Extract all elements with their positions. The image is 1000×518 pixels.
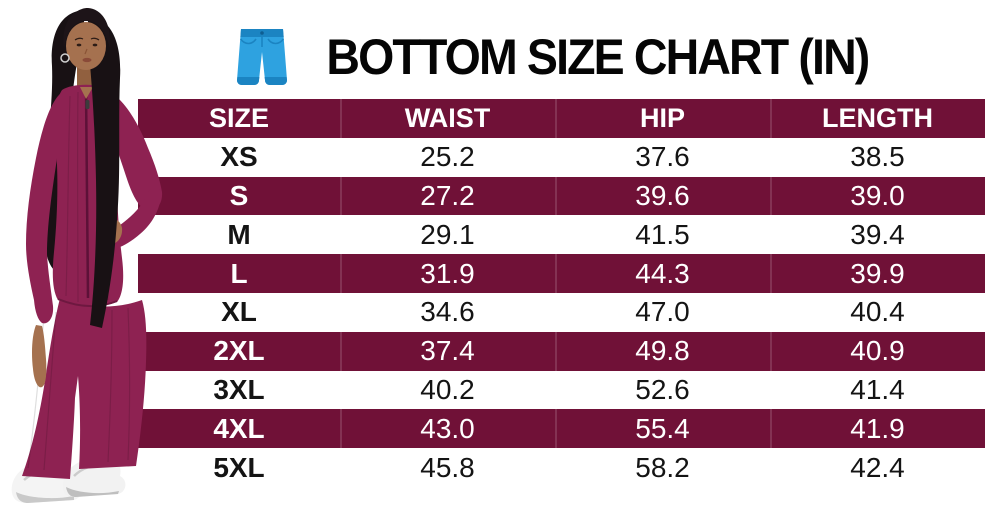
waist-value: 45.8 bbox=[420, 451, 475, 483]
table-row-xs: XS 25.2 37.6 38.5 bbox=[138, 138, 985, 177]
model-photo bbox=[11, 8, 163, 503]
column-header-waist: WAIST bbox=[340, 99, 555, 138]
column-header-size: SIZE bbox=[208, 102, 269, 133]
table-row-4xl: 4XL 43.0 55.4 41.9 bbox=[138, 409, 985, 449]
column-header-length: LENGTH bbox=[770, 99, 985, 138]
page-title: BOTTOM SIZE CHART (IN) bbox=[326, 29, 870, 85]
model-left-sleeve bbox=[26, 92, 62, 324]
length-value: 42.4 bbox=[850, 451, 905, 483]
hip-value: 58.2 bbox=[635, 451, 690, 483]
table-row-2xl: 2XL 37.4 49.8 40.9 bbox=[138, 331, 985, 371]
waist-value: 29.1 bbox=[420, 218, 475, 250]
chart-header: BOTTOM SIZE CHART (IN) bbox=[138, 16, 985, 98]
size-label: XL bbox=[221, 296, 257, 328]
top-hem bbox=[57, 298, 118, 307]
model-left-hand bbox=[32, 325, 47, 388]
model-face bbox=[66, 22, 106, 70]
length-value: 41.9 bbox=[770, 409, 985, 448]
zipper-pull bbox=[85, 100, 90, 109]
hip-value: 39.6 bbox=[555, 176, 770, 216]
table-row-3xl: 3XL 40.2 52.6 41.4 bbox=[138, 371, 985, 410]
waist-value: 43.0 bbox=[340, 409, 555, 448]
hip-value: 49.8 bbox=[555, 331, 770, 371]
waist-value: 40.2 bbox=[420, 373, 475, 405]
hip-value: 55.4 bbox=[555, 409, 770, 448]
model-face-features bbox=[74, 37, 100, 63]
table-row-5xl: 5XL 45.8 58.2 42.4 bbox=[138, 448, 985, 487]
hip-value: 37.6 bbox=[635, 141, 690, 173]
hip-value: 44.3 bbox=[555, 254, 770, 293]
table-row-xl: XL 34.6 47.0 40.4 bbox=[138, 293, 985, 332]
column-header-hip: HIP bbox=[555, 99, 770, 138]
length-value: 40.4 bbox=[850, 296, 905, 328]
length-value: 38.5 bbox=[850, 141, 905, 173]
model-right-sleeve bbox=[108, 92, 163, 211]
table-row-m: M 29.1 41.5 39.4 bbox=[138, 215, 985, 254]
size-label: L bbox=[230, 257, 248, 289]
size-label: 2XL bbox=[213, 335, 265, 367]
size-label: M bbox=[227, 218, 251, 250]
size-label: S bbox=[229, 179, 249, 211]
length-value: 39.9 bbox=[770, 254, 985, 293]
size-label: 4XL bbox=[213, 412, 265, 444]
hoop-earring-icon bbox=[60, 53, 70, 63]
waist-value: 37.4 bbox=[340, 331, 555, 371]
waist-value: 27.2 bbox=[340, 176, 555, 216]
length-value: 41.4 bbox=[850, 373, 905, 405]
waist-value: 31.9 bbox=[340, 254, 555, 293]
table-row-l: L 31.9 44.3 39.9 bbox=[138, 254, 985, 293]
waist-value: 25.2 bbox=[420, 141, 475, 173]
hip-value: 52.6 bbox=[635, 373, 690, 405]
length-value: 39.4 bbox=[850, 218, 905, 250]
hip-value: 41.5 bbox=[635, 218, 690, 250]
top-zipper bbox=[84, 87, 90, 299]
model-hair-top bbox=[63, 8, 111, 48]
top-neck-notch bbox=[80, 87, 93, 99]
model-hair-front bbox=[88, 16, 121, 328]
length-value: 40.9 bbox=[770, 331, 985, 371]
jeans-icon bbox=[237, 29, 288, 85]
size-label: 5XL bbox=[213, 451, 265, 483]
model-pants bbox=[22, 298, 147, 479]
table-header-row: SIZE WAIST HIP LENGTH bbox=[138, 99, 985, 138]
table-row-s: S 27.2 39.6 39.0 bbox=[138, 176, 985, 216]
hip-value: 47.0 bbox=[635, 296, 690, 328]
size-table: SIZE WAIST HIP LENGTH XS 25.2 37.6 38.5 … bbox=[138, 99, 985, 487]
waist-value: 34.6 bbox=[420, 296, 475, 328]
size-label: XS bbox=[220, 141, 258, 173]
length-value: 39.0 bbox=[770, 176, 985, 216]
size-label: 3XL bbox=[213, 373, 265, 405]
